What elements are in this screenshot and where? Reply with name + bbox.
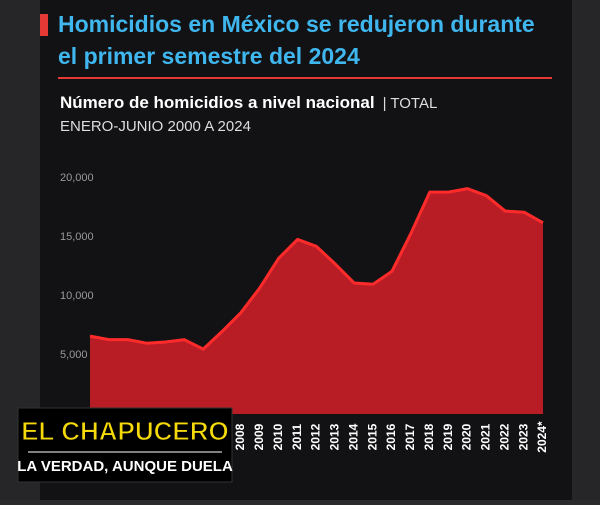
subtitle-suffix: | TOTAL [383,95,438,112]
x-tick-label: 2013 [328,423,342,450]
subtitle-main: Número de homicidios a nivel nacional [60,93,375,112]
line [89,187,544,351]
plot: 5,000 10,000 15,000 20,000 2008 2009 2010 2011 2… [60,172,549,453]
logo-box [17,407,233,483]
x-tick-label: 2009 [252,423,266,450]
x-tick-label: 2018 [422,423,436,450]
x-tick-label: 2008 [233,423,247,450]
y-tick-label: 15,000 [60,231,94,243]
x-tick-label: 2012 [309,423,323,450]
title-box: Homicidios en México se redujeron durant… [58,11,535,69]
x-tick-label: 2011 [290,424,304,450]
title-marker [40,14,48,36]
logo-name: EL CHAPUCERO [21,416,229,446]
y-tick-label: 20,000 [60,172,94,184]
logo: EL CHAPUCERO LA VERDAD, AUNQUE DUELA [17,407,233,483]
x-tick-label: 2017 [403,423,417,450]
period: ENERO-JUNIO 2000 A 2024 [60,118,251,135]
x-tick-label: 2019 [441,423,455,450]
x-tick-label: 2014 [346,423,360,450]
x-tick-label: 2015 [365,423,379,450]
x-tick-label: 2024* [535,421,549,453]
x-tick-label: 2022 [497,423,511,450]
subtitle: Número de homicidios a nivel nacional | T… [60,93,437,112]
chart-title: Homicidios en México se redujeron durant… [58,11,535,69]
y-tick-label: 5,000 [60,349,88,361]
x-tick-label: 2023 [516,423,530,450]
y-tick-label: 10,000 [60,290,94,302]
x-tick-label: 2016 [384,423,398,450]
area [90,188,543,414]
logo-slogan: LA VERDAD, AUNQUE DUELA [17,458,233,475]
x-tick-label: 2021 [479,423,493,450]
x-tick-label: 2010 [271,423,285,450]
x-tick-label: 2020 [460,423,474,450]
